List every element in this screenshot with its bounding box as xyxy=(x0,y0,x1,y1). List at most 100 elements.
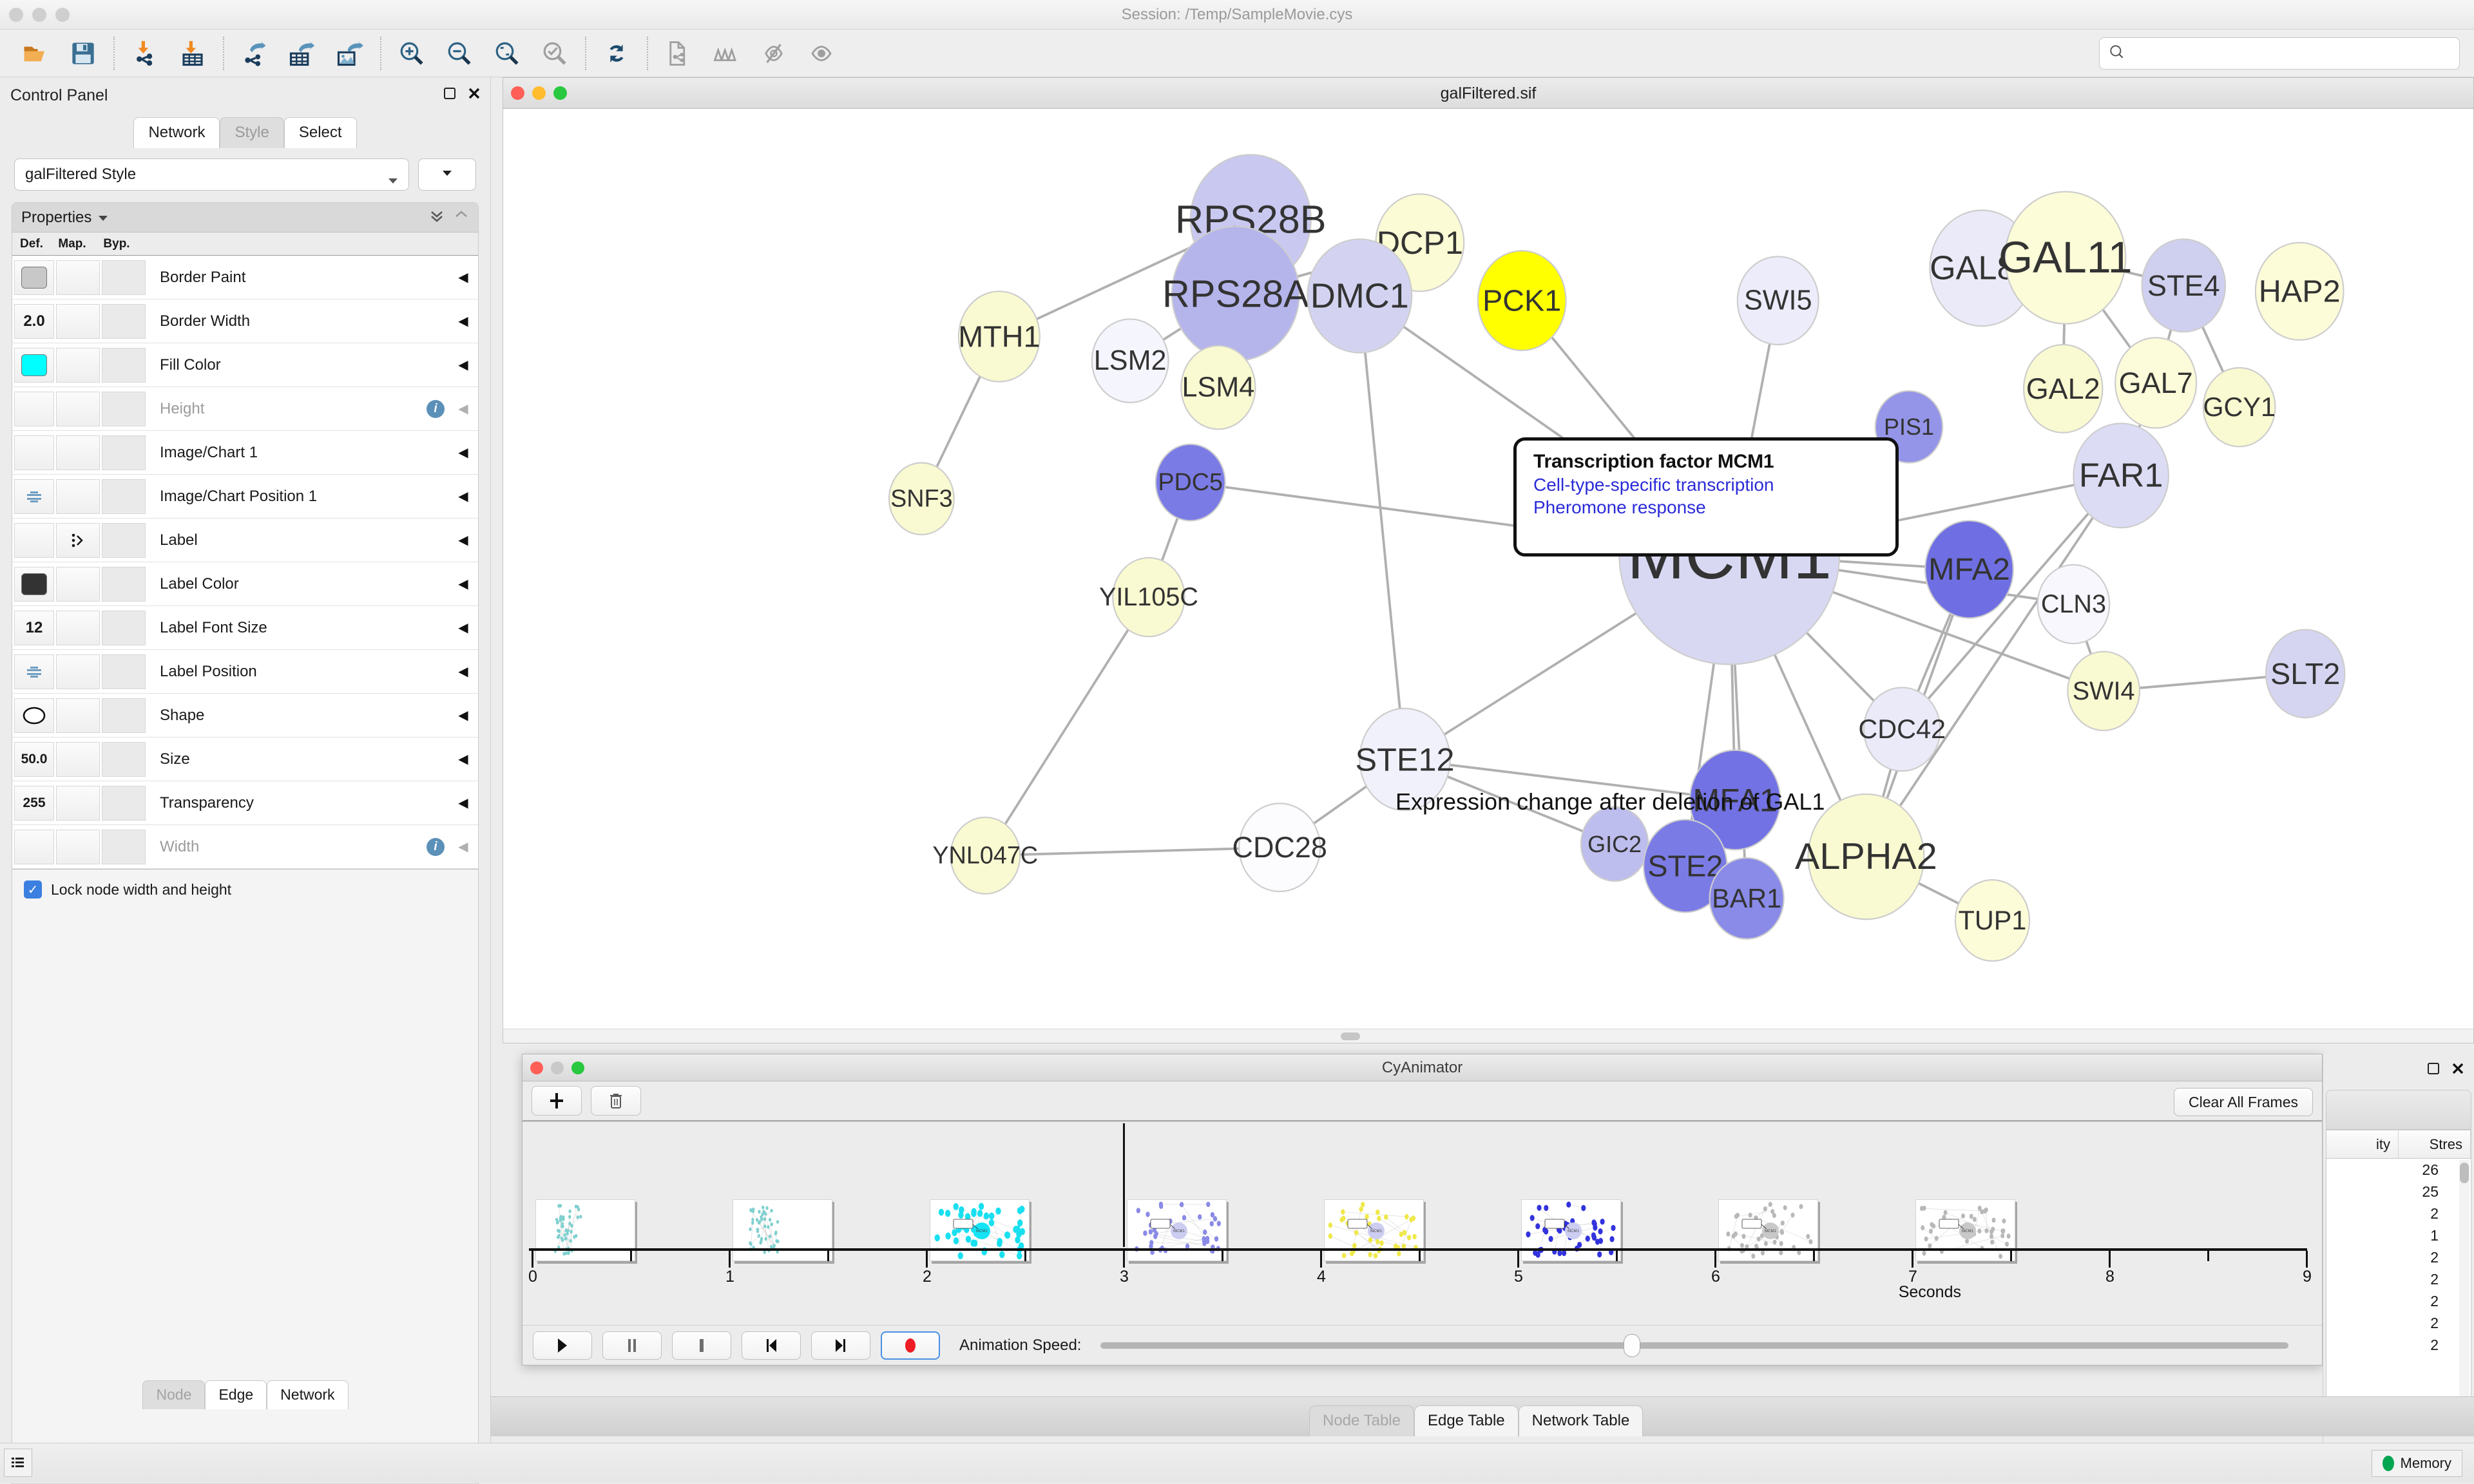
property-expand-arrow[interactable]: ◀ xyxy=(448,532,478,548)
table-row[interactable]: 2 xyxy=(2326,1334,2471,1356)
property-expand-arrow[interactable]: ◀ xyxy=(448,444,478,461)
step-back-button[interactable] xyxy=(742,1331,801,1360)
table-vertical-scrollbar[interactable] xyxy=(2459,1160,2469,1398)
zoom-out-icon[interactable] xyxy=(436,33,483,73)
expand-all-icon[interactable] xyxy=(429,209,445,228)
graph-node-slt2[interactable]: SLT2 xyxy=(2266,630,2345,718)
property-expand-arrow[interactable]: ◀ xyxy=(448,488,478,504)
graph-node-tup1[interactable]: TUP1 xyxy=(1955,880,2029,961)
graph-node-pck1[interactable]: PCK1 xyxy=(1478,251,1566,350)
property-row-image-chart-position-1[interactable]: Image/Chart Position 1◀ xyxy=(12,475,478,518)
tab-select[interactable]: Select xyxy=(284,117,357,148)
property-bypass-cell[interactable] xyxy=(102,435,146,470)
property-default-value[interactable] xyxy=(14,392,54,426)
properties-menu-icon[interactable] xyxy=(98,209,108,227)
timeline-frame[interactable]: MCM1 xyxy=(1915,1199,2015,1261)
graph-node-ste4[interactable]: STE4 xyxy=(2142,239,2226,332)
property-default-value[interactable] xyxy=(14,698,54,733)
play-button[interactable] xyxy=(533,1331,592,1360)
graph-node-yil105c[interactable]: YIL105C xyxy=(1099,558,1198,636)
zoom-selected-icon[interactable] xyxy=(531,33,579,73)
hide-selected-icon[interactable] xyxy=(750,33,798,73)
property-bypass-cell[interactable] xyxy=(102,786,146,821)
export-table-icon[interactable] xyxy=(278,33,326,73)
table-row[interactable]: 2 xyxy=(2326,1290,2471,1312)
graph-node-hap2[interactable]: HAP2 xyxy=(2256,243,2344,340)
style-dropdown[interactable]: galFiltered Style xyxy=(14,158,409,191)
graph-node-bar1[interactable]: BAR1 xyxy=(1710,858,1784,939)
property-default-value[interactable] xyxy=(14,523,54,558)
property-expand-arrow[interactable]: ◀ xyxy=(448,620,478,636)
zoom-fit-icon[interactable] xyxy=(483,33,531,73)
table-scrollbar-thumb[interactable] xyxy=(2460,1163,2469,1183)
property-row-fill-color[interactable]: Fill Color◀ xyxy=(12,343,478,387)
property-mapping-cell[interactable] xyxy=(56,479,100,514)
property-bypass-cell[interactable] xyxy=(102,611,146,645)
timeline-playhead[interactable] xyxy=(1123,1123,1125,1247)
property-mapping-cell[interactable] xyxy=(56,742,100,777)
tab-node[interactable]: Node xyxy=(142,1380,205,1409)
timeline-frame[interactable]: MCM1 xyxy=(1718,1199,1818,1261)
property-bypass-cell[interactable] xyxy=(102,260,146,295)
graph-node-far1[interactable]: FAR1 xyxy=(2073,423,2169,528)
animation-speed-knob[interactable] xyxy=(1624,1334,1640,1357)
graph-node-gic2[interactable]: GIC2 xyxy=(1581,807,1648,881)
property-mapping-cell[interactable] xyxy=(56,786,100,821)
mcm1-annotation-box[interactable]: Transcription factor MCM1 Cell-type-spec… xyxy=(1513,437,1899,556)
float-table-panel-icon[interactable] xyxy=(2426,1061,2440,1076)
table-row[interactable]: 2 xyxy=(2326,1312,2471,1334)
property-row-label-position[interactable]: Label Position◀ xyxy=(12,650,478,694)
property-bypass-cell[interactable] xyxy=(102,479,146,514)
property-mapping-cell[interactable] xyxy=(56,348,100,383)
tab-node-table[interactable]: Node Table xyxy=(1309,1405,1414,1436)
timeline-frame[interactable]: MCM1 xyxy=(1324,1199,1424,1261)
property-default-value[interactable]: 50.0 xyxy=(14,742,54,777)
table-row[interactable]: 2 xyxy=(2326,1203,2471,1224)
property-mapping-cell[interactable] xyxy=(56,611,100,645)
property-default-value[interactable]: 255 xyxy=(14,786,54,821)
graph-node-mfa2[interactable]: MFA2 xyxy=(1925,520,2013,618)
property-default-value[interactable]: 12 xyxy=(14,611,54,645)
property-bypass-cell[interactable] xyxy=(102,348,146,383)
property-default-value[interactable] xyxy=(14,654,54,689)
property-bypass-cell[interactable] xyxy=(102,523,146,558)
search-input[interactable] xyxy=(2132,45,2450,62)
graph-edge[interactable] xyxy=(985,848,1280,856)
property-expand-arrow[interactable]: ◀ xyxy=(448,269,478,285)
import-network-icon[interactable] xyxy=(121,33,169,73)
info-icon[interactable]: i xyxy=(427,400,445,418)
tab-network-table[interactable]: Network Table xyxy=(1519,1405,1644,1436)
save-icon[interactable] xyxy=(59,33,107,73)
property-expand-arrow[interactable]: ◀ xyxy=(448,357,478,373)
graph-node-gal7[interactable]: GAL7 xyxy=(2115,338,2196,428)
zoom-in-icon[interactable] xyxy=(388,33,436,73)
clear-all-frames-button[interactable]: Clear All Frames xyxy=(2174,1088,2313,1116)
property-bypass-cell[interactable] xyxy=(102,654,146,689)
memory-status-button[interactable]: Memory xyxy=(2372,1450,2462,1477)
animation-speed-slider[interactable] xyxy=(1100,1342,2288,1349)
column-header-betweenness[interactable]: ity xyxy=(2326,1130,2399,1158)
search-box[interactable] xyxy=(2099,37,2460,70)
property-row-label[interactable]: Label◀ xyxy=(12,518,478,562)
close-icon[interactable] xyxy=(467,86,481,100)
property-default-value[interactable] xyxy=(14,567,54,602)
tab-edge-table[interactable]: Edge Table xyxy=(1414,1405,1519,1436)
tab-edge[interactable]: Edge xyxy=(205,1380,267,1409)
property-expand-arrow[interactable]: ◀ xyxy=(448,751,478,767)
property-mapping-cell[interactable] xyxy=(56,392,100,426)
table-row[interactable]: 25 xyxy=(2326,1181,2471,1203)
graph-node-swi5[interactable]: SWI5 xyxy=(1738,256,1819,345)
property-mapping-cell[interactable] xyxy=(56,523,100,558)
graph-node-lsm4[interactable]: LSM4 xyxy=(1181,346,1255,430)
new-network-icon[interactable] xyxy=(655,33,702,73)
property-default-value[interactable] xyxy=(14,479,54,514)
property-row-image-chart-1[interactable]: Image/Chart 1◀ xyxy=(12,431,478,475)
property-bypass-cell[interactable] xyxy=(102,698,146,733)
graph-node-cdc28[interactable]: CDC28 xyxy=(1232,803,1327,891)
property-expand-arrow[interactable]: ◀ xyxy=(448,313,478,329)
